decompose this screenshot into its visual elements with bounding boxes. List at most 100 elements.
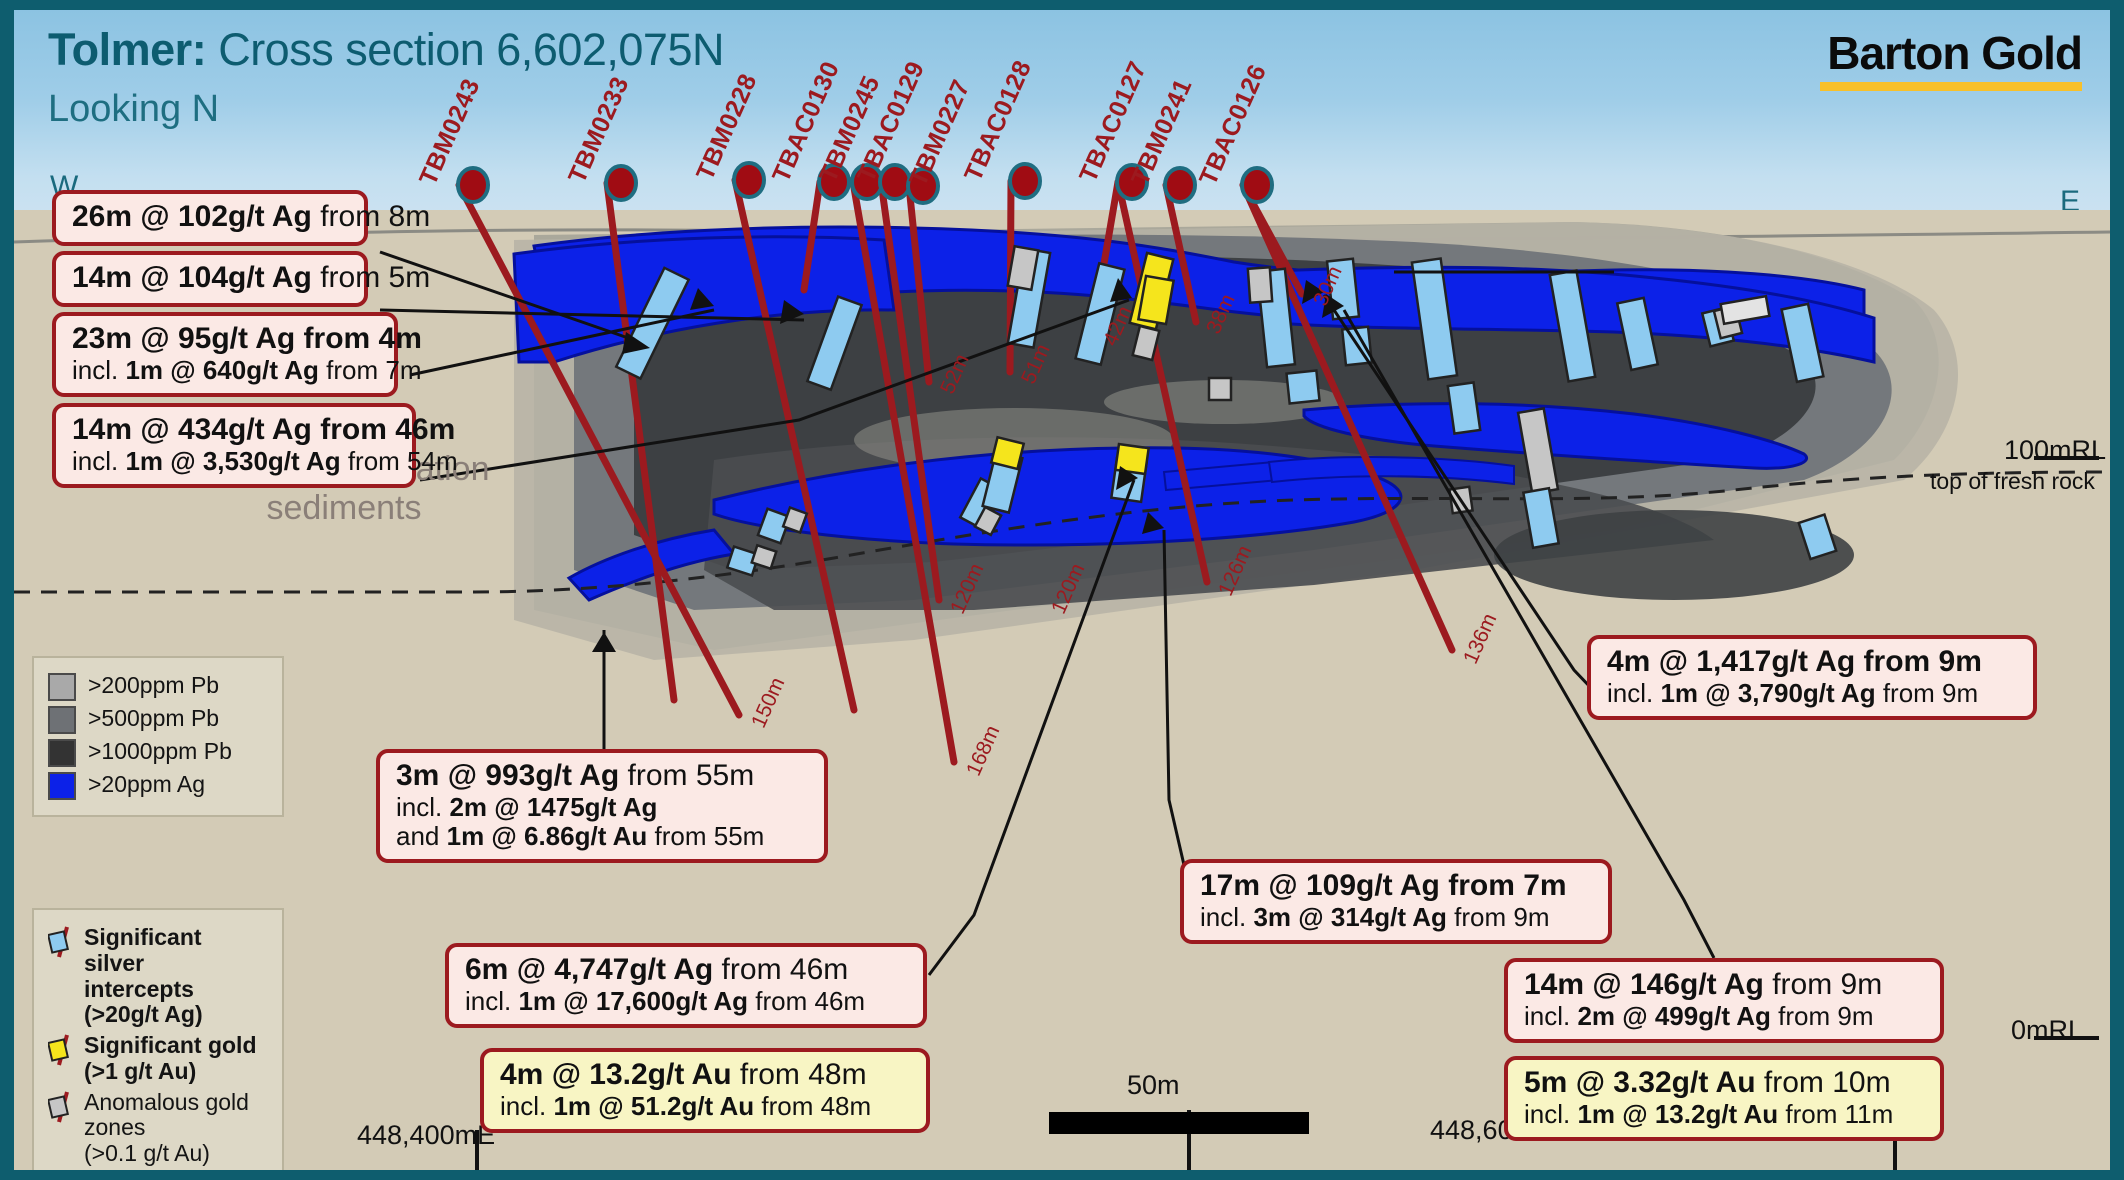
callout-3m-993gt-ag: 3m @ 993g/t Ag from 55m incl. 2m @ 1475g/…: [376, 749, 828, 863]
callout-line-2: incl. 1m @ 3,790g/t Ag from 9m: [1607, 677, 1979, 708]
callout-line-2: incl. 2m @ 499g/t Ag from 9m: [1524, 1000, 1874, 1031]
callout-6m-4747gt-ag: 6m @ 4,747g/t Ag from 46m incl. 1m @ 17,6…: [445, 943, 927, 1028]
legend-row-geochem: >20ppm Ag: [48, 771, 268, 800]
callout-line-1: 26m @ 102g/t Ag from 8m: [72, 200, 431, 233]
callout-17m-109gt-ag: 17m @ 109g/t Ag from 7m incl. 3m @ 314g/t…: [1180, 859, 1612, 944]
legend-label: >500ppm Pb: [88, 705, 220, 731]
anomalous-gold-zone: [1006, 244, 1040, 292]
logo-text: Barton Gold: [1827, 27, 2083, 79]
legend-label: >20ppm Ag: [88, 771, 206, 797]
callout-line-1: 4m @ 13.2g/t Au from 48m: [500, 1058, 867, 1091]
callout-line-1: 6m @ 4,747g/t Ag from 46m: [465, 953, 849, 986]
callout-line-1: 14m @ 434g/t Ag from 46m: [72, 413, 456, 446]
drill-traces: [455, 176, 1456, 766]
anomalous-gold-zone: [1207, 376, 1233, 402]
legend-label: Significant gold (>1 g/t Au): [84, 1032, 257, 1084]
callout-line-1: 4m @ 1,417g/t Ag from 9m: [1607, 645, 1982, 678]
anomalous-gold-zone: [781, 505, 809, 535]
legend-swatch: [48, 673, 76, 701]
ag-zone-tail-left: [566, 528, 737, 602]
callout-line-2: incl. 1m @ 3,530g/t Ag from 54m: [72, 445, 458, 476]
fresh-rock-line: [14, 470, 2110, 594]
callout-5m-332gt-au: 5m @ 3.32g/t Au from 10m incl. 1m @ 13.2g…: [1504, 1056, 1944, 1141]
callout-line-1: 3m @ 993g/t Ag from 55m: [396, 759, 755, 792]
callout-line-1: 5m @ 3.32g/t Au from 10m: [1524, 1066, 1891, 1099]
logo-underline: [1820, 82, 2082, 91]
legend-label: >1000ppm Pb: [88, 738, 232, 764]
callout-line-1: 14m @ 104g/t Ag from 5m: [72, 261, 431, 294]
callout-line-2: incl. 1m @ 13.2g/t Au from 11m: [1524, 1098, 1894, 1129]
legend-geochemistry: >200ppm Pb >500ppm Pb >1000ppm Pb >20ppm Ag: [32, 656, 284, 817]
barton-gold-logo: Barton Gold: [1820, 26, 2083, 91]
legend-row-geochem: >200ppm Pb: [48, 672, 268, 701]
callout-26m-102gt-ag: 26m @ 102g/t Ag from 8m: [52, 190, 431, 246]
legend-row-geochem: >1000ppm Pb: [48, 738, 268, 767]
legend-label: Anomalous gold zones (>0.1 g/t Au): [84, 1088, 249, 1166]
pb-right-blob: [1494, 510, 1854, 600]
rl-100-label: 100mRL: [2004, 435, 2107, 465]
callout-line-1: 14m @ 146g/t Ag from 9m: [1524, 968, 1883, 1001]
fresh-rock-label: top of fresh rock: [1930, 468, 2095, 494]
legend-row-geochem: >500ppm Pb: [48, 705, 268, 734]
gold-intercept: [1136, 274, 1176, 326]
callout-line-2: incl. 1m @ 17,600g/t Ag from 46m: [465, 985, 866, 1016]
scale-bar-label: 50m: [1127, 1070, 1180, 1100]
callout-line-2: incl. 2m @ 1475g/t Ag: [396, 791, 658, 822]
page-subtitle: Looking N: [48, 88, 220, 130]
callout-line-2: incl. 3m @ 314g/t Ag from 9m: [1200, 901, 1550, 932]
silver-intercept: [1074, 261, 1126, 367]
legend-label: Significant silver intercepts (>20g/t Ag): [84, 924, 203, 1028]
silver-intercept: [725, 544, 761, 578]
leader-arrowheads: [592, 278, 1344, 652]
silver-intercept: [1797, 513, 1838, 561]
anomalous-gold-zone: [1131, 324, 1161, 362]
scale-bar: [1049, 1112, 1309, 1134]
callout-4m-132gt-au: 4m @ 13.2g/t Au from 48m incl. 1m @ 51.2g…: [480, 1048, 930, 1133]
intercept-marker-icon: [46, 925, 74, 958]
intercept-marker-icon: [46, 1033, 74, 1066]
callout-line-2: incl. 1m @ 640g/t Ag from 7m: [72, 354, 422, 385]
intercept-markers: [614, 244, 1838, 578]
intercept-marker-icon: [46, 1090, 74, 1123]
geology-svg: [14, 161, 2110, 1170]
ag-zone-mid-finger: [1302, 402, 1808, 470]
legend-row-intercept: Significant silver intercepts (>20g/t Ag): [46, 924, 268, 1028]
callout-line-3: and 1m @ 6.86g/t Au from 55m: [396, 820, 765, 851]
rl-0-label: 0mRL: [2011, 1015, 2084, 1045]
silver-intercept: [1780, 302, 1825, 384]
compass-east-label: E: [2059, 185, 2080, 218]
legend-swatch: [48, 739, 76, 767]
callout-line-1: 17m @ 109g/t Ag from 7m: [1200, 869, 1567, 902]
legend-intercepts: Significant silver intercepts (>20g/t Ag)…: [32, 908, 284, 1170]
legend-label: >200ppm Pb: [88, 672, 220, 698]
formation-line-2: sediments: [266, 489, 422, 528]
silver-intercept: [1446, 381, 1482, 435]
leader-lines: [379, 250, 1716, 976]
callout-14m-146gt-ag: 14m @ 146g/t Ag from 9m incl. 2m @ 499g/t…: [1504, 958, 1944, 1043]
gold-intercept: [1113, 442, 1151, 476]
silver-intercept: [1410, 257, 1459, 381]
silver-intercept: [1285, 369, 1321, 405]
callout-14m-434gt-ag: 14m @ 434g/t Ag from 46m incl. 1m @ 3,530…: [52, 403, 458, 488]
page-title-bold: Tolmer:: [48, 24, 207, 75]
anomalous-gold-zone: [750, 543, 778, 571]
legend-swatch: [48, 706, 76, 734]
silver-intercept: [756, 507, 792, 545]
coord-label-left: 448,400mE: [357, 1120, 496, 1150]
silver-intercept: [1521, 486, 1561, 550]
gold-intercept: [989, 435, 1026, 471]
callout-line-1: 23m @ 95g/t Ag from 4m: [72, 322, 422, 355]
callout-line-2: incl. 1m @ 51.2g/t Au from 48m: [500, 1090, 872, 1121]
callout-14m-104gt-ag: 14m @ 104g/t Ag from 5m: [52, 251, 431, 307]
page-title: Tolmer: Cross section 6,602,075N: [48, 24, 724, 76]
callout-4m-1417gt-ag: 4m @ 1,417g/t Ag from 9m incl. 1m @ 3,790…: [1587, 635, 2037, 720]
anomalous-gold-zone: [973, 505, 1003, 537]
figure-canvas: Tolmer: Cross section 6,602,075N Looking…: [14, 10, 2110, 1170]
silver-intercept: [805, 295, 864, 392]
ag-connector-2: [1267, 456, 1515, 486]
legend-swatch: [48, 772, 76, 800]
anomalous-gold-zone: [1719, 294, 1771, 326]
anomalous-gold-zone: [1246, 265, 1274, 305]
legend-row-intercept: Anomalous gold zones (>0.1 g/t Au): [46, 1088, 268, 1167]
